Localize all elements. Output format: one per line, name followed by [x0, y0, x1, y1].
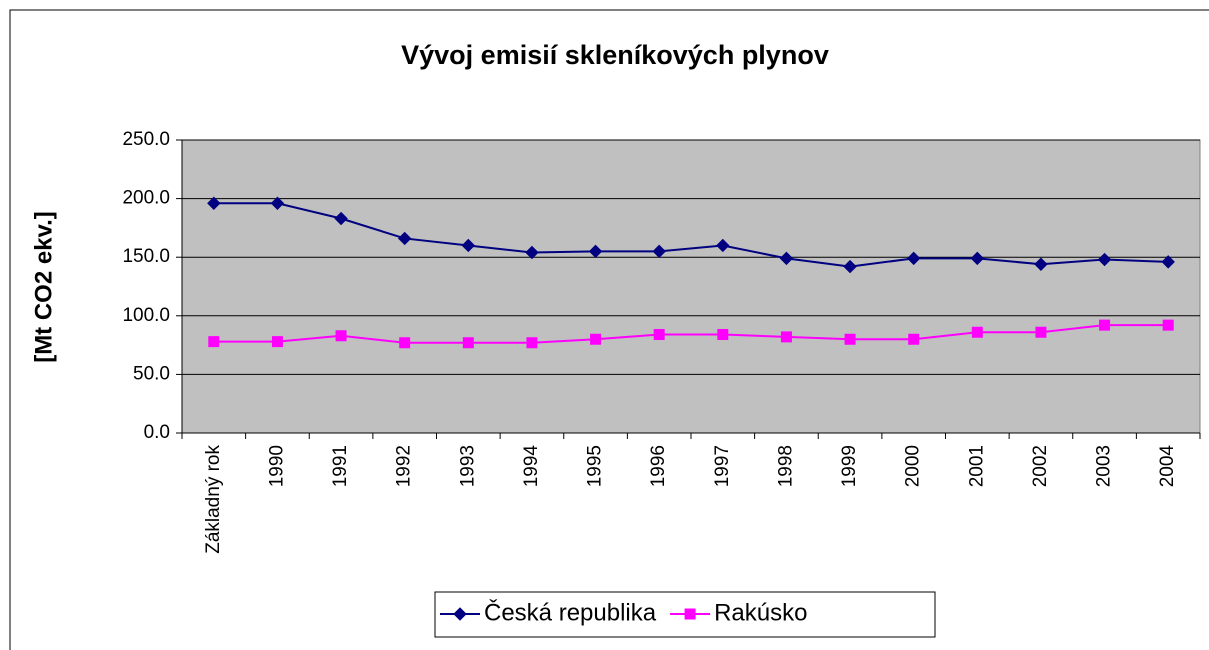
data-point — [652, 244, 666, 259]
x-tick-label: 2004 — [1157, 445, 1178, 488]
data-point — [335, 330, 347, 342]
data-point — [588, 244, 603, 259]
data-point — [780, 331, 792, 343]
data-point — [270, 196, 285, 210]
y-tick-label: 100.0 — [122, 305, 170, 326]
x-tick-label: 1990 — [266, 445, 287, 487]
data-point — [208, 336, 220, 348]
x-tick-label: 1992 — [394, 445, 415, 487]
chart-frame — [9, 9, 1209, 650]
data-point — [397, 231, 412, 246]
legend-marker — [684, 608, 696, 620]
x-tick-label: 1993 — [457, 445, 478, 487]
data-point — [1161, 255, 1175, 269]
x-tick-label: 1997 — [712, 445, 733, 487]
y-tick-label: 200.0 — [122, 188, 170, 209]
data-point — [908, 333, 920, 345]
data-point — [1162, 319, 1174, 331]
data-point — [653, 329, 665, 341]
legend-marker — [453, 607, 467, 621]
x-tick-label: Základný rok — [203, 445, 224, 554]
data-point — [461, 238, 476, 253]
chart-title: Vývoj emisií skleníkových plynov — [401, 40, 829, 70]
data-point — [971, 326, 983, 338]
data-point — [717, 329, 729, 341]
data-point — [906, 251, 921, 266]
data-point — [590, 333, 602, 345]
x-tick-label: 2002 — [1030, 445, 1051, 487]
data-point — [1035, 326, 1047, 338]
data-point — [526, 337, 538, 349]
x-tick-label: 1995 — [585, 445, 606, 487]
data-point — [1099, 319, 1111, 331]
data-point — [844, 333, 856, 345]
x-tick-label: 2000 — [903, 445, 924, 487]
x-tick-label: 1994 — [521, 445, 542, 488]
x-tick-label: 1996 — [648, 445, 669, 487]
series-line — [213, 324, 1169, 344]
data-point — [779, 251, 794, 266]
data-point — [843, 259, 857, 274]
legend-label: Rakúsko — [714, 599, 807, 626]
data-point — [334, 211, 348, 226]
data-point — [716, 238, 730, 253]
y-tick-label: 0.0 — [144, 422, 170, 443]
x-tick-label: 1998 — [775, 445, 796, 487]
x-tick-label: 1999 — [839, 445, 860, 487]
y-axis-label: [Mt CO2 ekv.] — [30, 211, 57, 363]
y-tick-label: 50.0 — [133, 363, 170, 384]
plot-area — [181, 139, 1201, 434]
data-point — [462, 337, 474, 349]
data-point — [207, 196, 221, 210]
y-tick-label: 150.0 — [122, 246, 170, 267]
x-tick-label: 1991 — [330, 445, 351, 487]
data-point — [970, 251, 985, 266]
y-tick-label: 250.0 — [122, 129, 170, 150]
data-point — [271, 336, 283, 348]
data-point — [1034, 257, 1048, 271]
series-line — [213, 202, 1169, 268]
data-point — [399, 337, 411, 349]
data-point — [525, 245, 539, 260]
legend-label: Česká republika — [484, 598, 657, 626]
x-tick-label: 2001 — [966, 445, 987, 487]
x-tick-label: 2003 — [1094, 445, 1115, 487]
data-point — [1097, 252, 1112, 267]
